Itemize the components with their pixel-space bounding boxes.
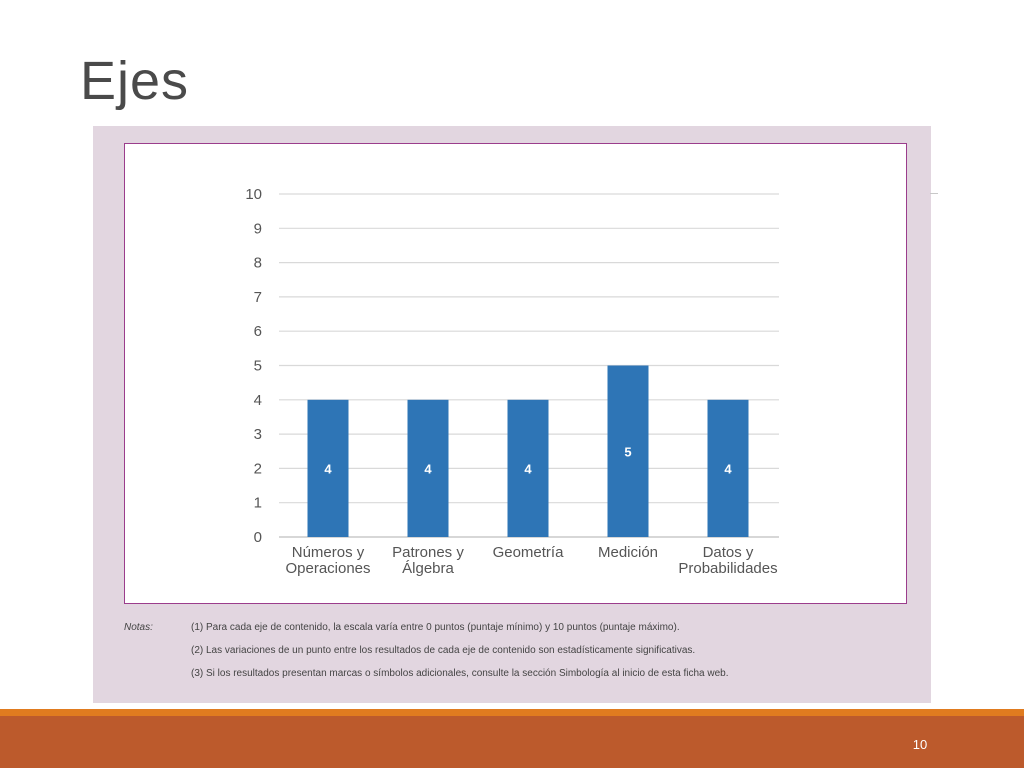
decorative-tick	[930, 193, 938, 194]
bar	[407, 399, 449, 537]
bar-data-label: 4	[524, 461, 532, 476]
category-label-line: Probabilidades	[678, 560, 777, 577]
notes-heading: Notas:	[124, 622, 153, 633]
slide-title: Ejes	[80, 51, 190, 111]
bar-data-label: 4	[324, 461, 332, 476]
y-tick-label: 8	[254, 255, 262, 272]
y-tick-label: 7	[254, 289, 262, 306]
bar	[707, 399, 749, 537]
category-label-line: Números y	[292, 544, 365, 561]
bar	[607, 365, 649, 537]
bar	[507, 399, 549, 537]
category-label: Datos y Probabilidades	[678, 544, 777, 577]
y-tick-label: 1	[254, 495, 262, 512]
note-line-2: (2) Las variaciones de un punto entre lo…	[191, 645, 696, 656]
category-label-line: Geometría	[493, 544, 565, 561]
y-tick-label: 9	[254, 220, 262, 237]
category-label-line: Operaciones	[285, 560, 370, 577]
y-tick-label: 0	[254, 529, 262, 546]
y-tick-label: 6	[254, 323, 262, 340]
category-label: Patrones y Álgebra	[392, 544, 464, 577]
bar-data-label: 5	[624, 444, 631, 459]
category-label: Geometría	[493, 544, 565, 561]
category-label: Números y Operaciones	[285, 544, 370, 577]
bar-data-label: 4	[724, 461, 732, 476]
category-label-line: Patrones y	[392, 544, 464, 561]
category-label-line: Medición	[598, 544, 658, 561]
y-tick-label: 4	[254, 392, 262, 409]
y-tick-label: 10	[245, 186, 262, 203]
bar-data-label: 4	[424, 461, 432, 476]
category-label-line: Álgebra	[402, 560, 454, 577]
page-number: 10	[912, 737, 928, 752]
y-tick-label: 5	[254, 358, 262, 375]
category-label: Medición	[598, 544, 658, 561]
note-line-1: (1) Para cada eje de contenido, la escal…	[191, 622, 680, 633]
note-line-3: (3) Si los resultados presentan marcas o…	[191, 668, 729, 679]
footer-accent-line	[0, 709, 1024, 716]
category-label-line: Datos y	[703, 544, 754, 561]
y-tick-label: 3	[254, 426, 262, 443]
y-tick-label: 2	[254, 460, 262, 477]
footer-bar	[0, 716, 1024, 768]
bar	[307, 399, 349, 537]
